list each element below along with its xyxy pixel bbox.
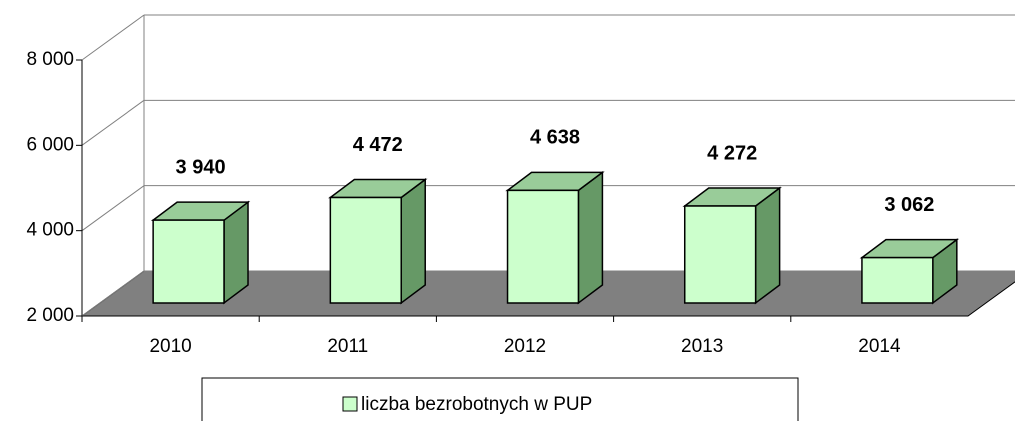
y-tick-label: 8 000 <box>26 49 74 70</box>
y-tick-label: 2 000 <box>26 305 74 326</box>
bar <box>682 186 782 305</box>
x-tick-label: 2011 <box>327 336 368 357</box>
side-grid-line <box>81 185 145 232</box>
bar <box>328 177 428 305</box>
bar-side <box>754 186 781 305</box>
x-tick-label: 2010 <box>149 336 191 357</box>
bar-side <box>400 177 426 305</box>
x-tick-label: 2012 <box>504 336 546 357</box>
value-label: 4 472 <box>353 134 403 156</box>
y-tick-label: 4 000 <box>26 220 74 241</box>
side-grid-line <box>81 270 145 317</box>
bar-front <box>329 196 402 304</box>
bar <box>505 170 605 305</box>
side-grid-line <box>81 14 145 61</box>
legend-box <box>201 377 799 421</box>
value-label: 4 272 <box>707 142 757 164</box>
x-tick-label: 2014 <box>858 336 901 357</box>
value-label: 4 638 <box>530 127 580 149</box>
y-tick-label: 6 000 <box>26 134 74 155</box>
bar-front <box>152 219 225 304</box>
bar-front <box>506 189 580 304</box>
bar <box>859 238 960 305</box>
bar-side <box>577 170 604 305</box>
value-label: 3 940 <box>176 156 226 178</box>
bar <box>150 200 251 305</box>
bar-front <box>683 205 757 304</box>
value-label: 3 062 <box>884 194 934 216</box>
side-grid-line <box>81 99 145 146</box>
legend-label: liczba bezrobotnych w PUP <box>361 394 592 415</box>
legend-swatch <box>342 396 358 412</box>
x-tick-label: 2013 <box>681 336 723 357</box>
bar-front <box>861 256 934 304</box>
